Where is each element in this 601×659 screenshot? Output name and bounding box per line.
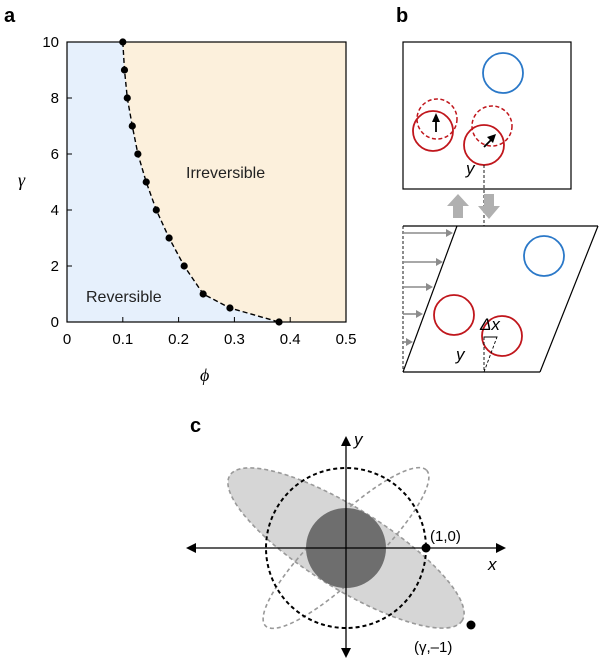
separation-label-bottom: y (455, 345, 466, 364)
y-tick-label: 6 (51, 146, 59, 163)
x-tick-label: 0.4 (280, 331, 301, 348)
reversible-region (67, 42, 279, 322)
x-axis-arrow-icon (496, 543, 506, 553)
data-point (226, 304, 234, 312)
arrowhead-icon (416, 310, 423, 318)
data-point (165, 234, 173, 242)
y-axis-arrow-icon (341, 436, 351, 446)
x-tick-label: 0.1 (112, 331, 133, 348)
panel-label-c: c (190, 415, 201, 437)
y-axis-label: γ (18, 170, 26, 190)
up-arrow-icon (447, 194, 469, 218)
y-tick-label: 8 (51, 90, 59, 107)
data-point (123, 94, 131, 102)
sheared-box-right (539, 225, 599, 373)
y-tick-label: 10 (42, 34, 59, 51)
irreversible-label: Irreversible (186, 165, 265, 182)
point-gamma-label: (γ,–1) (414, 639, 452, 656)
arrowhead-icon (432, 113, 440, 122)
arrowhead-icon (406, 338, 413, 346)
y-tick-label: 4 (51, 202, 59, 219)
arrowhead-icon (436, 258, 443, 266)
point-gamma-minus1 (466, 620, 476, 630)
phase-diagram-chart: 0 0.1 0.2 0.3 0.4 0.5 0 2 4 6 8 10 Reversible Irre… (18, 34, 356, 385)
data-point (199, 290, 207, 298)
x-axis-arrow-icon (186, 543, 196, 553)
x-tick-label: 0.2 (168, 331, 189, 348)
x-tick-label: 0.3 (224, 331, 245, 348)
dx-label: Δx (479, 315, 500, 334)
data-point (152, 206, 160, 214)
reversible-label: Reversible (86, 289, 162, 306)
x-axis-label-c: x (487, 555, 497, 574)
arrowhead-icon (487, 134, 496, 143)
data-point (134, 150, 142, 158)
y-axis-label-c: y (353, 430, 364, 449)
phase-boundary-line (122, 41, 280, 323)
unsheared-box (402, 41, 572, 190)
red-particle-displaced (471, 105, 513, 147)
red-particle (412, 110, 454, 152)
shear-triangle (483, 336, 498, 373)
plot-frame (66, 41, 347, 323)
strain-ellipse-diagram: x y (1,0) (γ,–1) (186, 430, 506, 658)
red-particle (481, 315, 523, 357)
shear-velocity-arrows (403, 229, 453, 346)
irreversible-region (122, 42, 346, 322)
shear-schematic: y Δx y (402, 41, 599, 373)
point-1-0 (421, 543, 431, 553)
point-1-0-label: (1,0) (430, 528, 461, 545)
data-point (142, 178, 150, 186)
panel-label-b: b (396, 5, 408, 27)
down-arrow-icon (478, 194, 500, 219)
data-point (180, 262, 188, 270)
blue-particle (482, 52, 524, 94)
y-tick-label: 2 (51, 258, 59, 275)
sheared-box-left (402, 225, 458, 373)
arrowhead-icon (446, 229, 453, 237)
x-tick-label: 0 (63, 331, 71, 348)
data-point (128, 122, 136, 130)
separation-label-top: y (465, 159, 476, 178)
arrowhead-icon (426, 283, 433, 291)
panel-label-a: a (4, 5, 16, 27)
blue-particle (523, 235, 565, 277)
x-axis-label: ϕ (200, 365, 209, 385)
red-particle (433, 294, 475, 336)
y-tick-label: 0 (51, 314, 59, 331)
data-point (120, 66, 129, 74)
x-tick-label: 0.5 (336, 331, 357, 348)
y-axis-arrow-icon (341, 648, 351, 658)
